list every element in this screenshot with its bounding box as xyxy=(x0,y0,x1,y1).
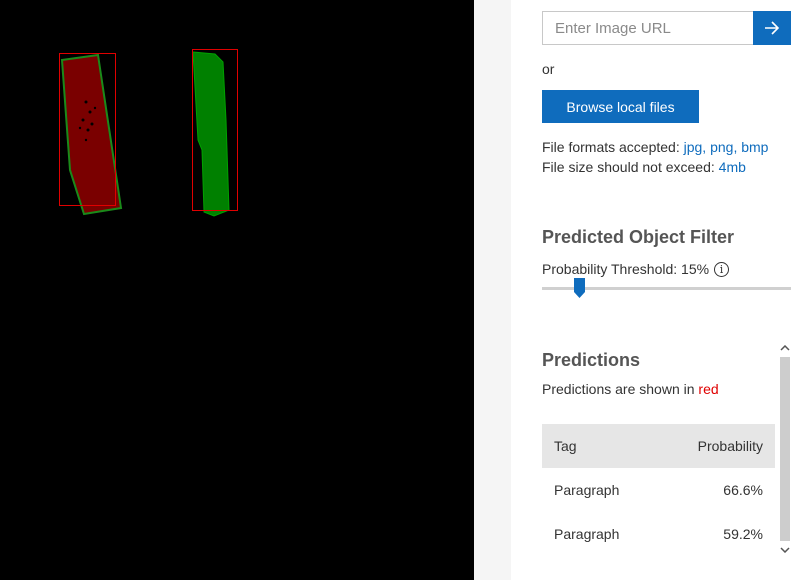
control-panel: or Browse local files File formats accep… xyxy=(511,0,810,580)
formats-list: jpg, png, bmp xyxy=(683,139,769,155)
prediction-box-1 xyxy=(59,53,116,206)
row-probability: 59.2% xyxy=(723,526,763,542)
predictions-table: Tag Probability Paragraph 66.6% Paragrap… xyxy=(542,424,775,556)
table-header-row: Tag Probability xyxy=(542,424,775,468)
predictions-scrollbar[interactable] xyxy=(778,341,792,557)
header-probability: Probability xyxy=(697,438,763,454)
row-probability: 66.6% xyxy=(723,482,763,498)
prediction-box-2 xyxy=(192,49,238,211)
threshold-label-row: Probability Threshold: 15% i xyxy=(542,261,730,277)
row-tag: Paragraph xyxy=(554,526,620,542)
size-value: 4mb xyxy=(718,159,746,175)
arrow-right-icon xyxy=(765,21,780,35)
formats-label: File formats accepted: xyxy=(542,139,680,155)
size-label: File size should not exceed: xyxy=(542,159,715,175)
scroll-down-icon[interactable] xyxy=(778,543,792,557)
browse-local-files-button[interactable]: Browse local files xyxy=(542,90,699,123)
url-row xyxy=(542,11,792,45)
scroll-thumb[interactable] xyxy=(780,357,790,541)
threshold-label: Probability Threshold: 15% xyxy=(542,261,710,277)
threshold-slider-track[interactable] xyxy=(542,287,791,290)
file-formats-info: File formats accepted: jpg, png, bmp Fil… xyxy=(542,137,768,177)
region-noise-dots xyxy=(78,100,97,142)
header-tag: Tag xyxy=(554,438,577,454)
predictions-note-text: Predictions are shown in xyxy=(542,381,695,397)
scroll-up-icon[interactable] xyxy=(778,341,792,355)
region-paragraph-2 xyxy=(192,51,230,217)
image-url-input[interactable] xyxy=(542,11,754,45)
predictions-note: Predictions are shown in red xyxy=(542,381,719,397)
or-label: or xyxy=(542,61,555,77)
image-preview xyxy=(0,0,474,580)
row-tag: Paragraph xyxy=(554,482,620,498)
predictions-note-color: red xyxy=(698,381,719,397)
predictions-title: Predictions xyxy=(542,350,641,370)
filter-title: Predicted Object Filter xyxy=(542,227,735,247)
table-row: Paragraph 59.2% xyxy=(542,512,775,556)
url-submit-button[interactable] xyxy=(753,11,791,45)
threshold-slider-thumb[interactable] xyxy=(574,278,586,298)
info-icon[interactable]: i xyxy=(714,261,730,277)
segmentation-overlay xyxy=(60,51,230,217)
table-row: Paragraph 66.6% xyxy=(542,468,775,512)
region-paragraph-1 xyxy=(60,53,123,216)
panel-divider xyxy=(474,0,511,580)
